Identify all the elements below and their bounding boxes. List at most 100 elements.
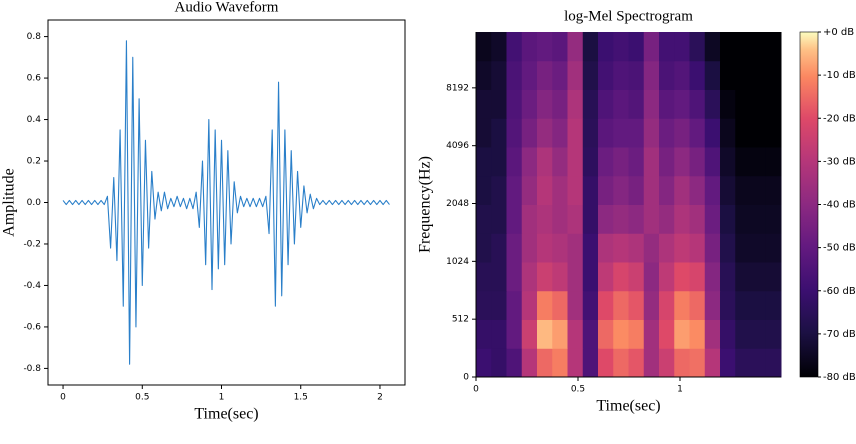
spectrogram-cell — [491, 118, 507, 148]
colorbar-tick-label: -60 dB — [823, 286, 856, 297]
spectrogram-cell — [704, 60, 721, 90]
spectrogram-cell — [659, 147, 675, 177]
spectrogram-cell — [704, 89, 721, 119]
x-tick-label: 0 — [473, 385, 479, 395]
spectrogram-cell — [674, 89, 690, 119]
spectrogram-cell — [659, 233, 675, 263]
spectrogram-cell — [628, 32, 645, 62]
chart: 0 0.5 1 1.5 2 -0.8 -0.6 -0.4 -0.2 0.0 0.2 0.4 0.6 0.8… — [1, 0, 406, 423]
spectrogram-cell — [537, 233, 553, 263]
spectrogram-cell — [689, 32, 706, 62]
spectrogram-cell — [506, 60, 523, 90]
spectrogram-cell — [598, 348, 614, 378]
spectrogram-cell — [476, 204, 492, 234]
spectrogram-cell — [765, 290, 782, 320]
spectrogram-cell — [491, 204, 507, 234]
spectrogram-cell — [552, 290, 568, 320]
spectrogram-cell — [582, 290, 599, 320]
spectrogram-cell — [643, 233, 660, 263]
spectrogram-cell — [582, 348, 599, 378]
spectrogram-cell — [491, 262, 507, 292]
spectrogram-cell — [750, 204, 767, 234]
y-axis-label: Frequency(Hz) — [417, 156, 434, 253]
spectrogram-cell — [552, 262, 568, 292]
spectrogram-cell — [674, 204, 690, 234]
spectrogram-cell — [582, 233, 599, 263]
spectrogram-cell — [521, 60, 538, 90]
spectrogram-cell — [552, 32, 568, 62]
spectrogram-cell — [613, 348, 629, 378]
spectrogram-cell — [689, 262, 706, 292]
spectrogram-cell — [521, 319, 538, 349]
spectrogram-cell — [506, 175, 523, 205]
spectrogram-cell — [552, 233, 568, 263]
spectrogram-cell — [521, 32, 538, 62]
spectrogram-cell — [537, 290, 553, 320]
spectrogram-cell — [491, 290, 507, 320]
spectrogram-cell — [582, 175, 599, 205]
spectrogram-cell — [628, 233, 645, 263]
spectrogram-cell — [567, 233, 584, 263]
spectrogram-cell — [689, 319, 706, 349]
spectrogram-cell — [491, 32, 507, 62]
spectrogram-cell — [476, 118, 492, 148]
spectrogram-cell — [613, 175, 629, 205]
y-tick-label: 1024 — [446, 257, 469, 267]
x-tick-label: 0.5 — [135, 393, 149, 403]
spectrogram-cell — [720, 32, 736, 62]
y-tick-label: -0.6 — [23, 322, 41, 332]
spectrogram-cell — [704, 348, 721, 378]
spectrogram-cell — [521, 89, 538, 119]
y-tick-label: 0 — [463, 373, 469, 383]
spectrogram-cell — [613, 89, 629, 119]
spectrogram-cell — [506, 204, 523, 234]
spectrogram-cell — [643, 147, 660, 177]
y-tick-label: 8192 — [446, 83, 469, 93]
spectrogram-cell — [552, 60, 568, 90]
y-tick-label: -0.8 — [23, 364, 41, 374]
spectrogram-cell — [659, 32, 675, 62]
spectrogram-cell — [537, 262, 553, 292]
spectrogram-cell — [598, 60, 614, 90]
colorbar-tick-label: -20 dB — [823, 113, 856, 124]
x-axis-label: Time(sec) — [194, 406, 258, 423]
spectrogram-cell — [704, 118, 721, 148]
spectrogram-cell — [598, 175, 614, 205]
spectrogram-cell — [704, 290, 721, 320]
x-tick-label: 0.5 — [571, 385, 585, 395]
spectrogram-cell — [506, 89, 523, 119]
spectrogram-cell — [582, 118, 599, 148]
spectrogram-cell — [643, 89, 660, 119]
spectrogram-cell — [598, 262, 614, 292]
spectrogram-cell — [689, 118, 706, 148]
spectrogram-cell — [506, 348, 523, 378]
spectrogram-cell — [552, 348, 568, 378]
x-tick-label: 1 — [677, 385, 683, 395]
chart-title: Audio Waveform — [175, 0, 279, 15]
spectrogram-cell — [689, 175, 706, 205]
spectrogram-cell — [735, 175, 751, 205]
spectrogram-cell — [704, 204, 721, 234]
colorbar-tick-label: -10 dB — [823, 70, 856, 81]
spectrogram-cell — [491, 147, 507, 177]
spectrogram-cell — [704, 147, 721, 177]
spectrogram-cell — [491, 233, 507, 263]
spectrogram-cell — [689, 204, 706, 234]
spectrogram-cell — [613, 60, 629, 90]
spectrogram-cell — [628, 262, 645, 292]
spectrogram-cell — [735, 233, 751, 263]
spectrogram-cell — [537, 348, 553, 378]
spectrogram-cell — [628, 204, 645, 234]
spectrogram-cell — [750, 147, 767, 177]
y-tick-label: 0.2 — [27, 157, 41, 167]
spectrogram-cell — [704, 233, 721, 263]
spectrogram-cell — [476, 290, 492, 320]
spectrogram-cell — [628, 147, 645, 177]
spectrogram-cell — [521, 147, 538, 177]
colorbar-tick-label: -80 dB — [823, 372, 856, 383]
y-tick-label: 0.6 — [27, 74, 42, 84]
spectrogram-cell — [567, 348, 584, 378]
spectrogram-cell — [704, 319, 721, 349]
colorbar-tick-label: -30 dB — [823, 156, 856, 167]
